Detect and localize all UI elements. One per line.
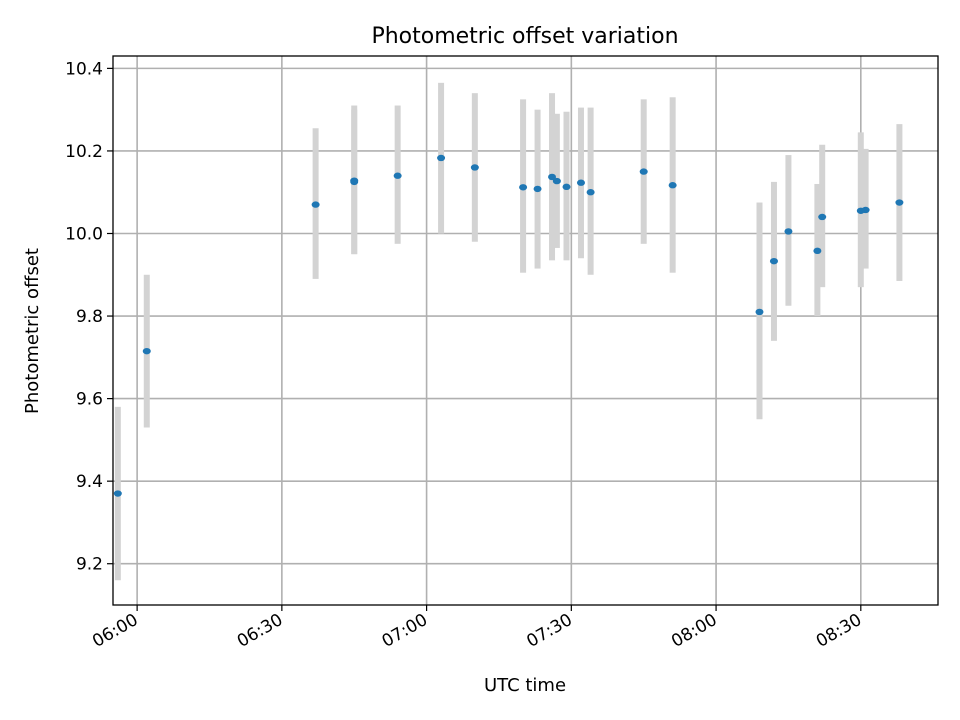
y-axis-label: Photometric offset — [22, 248, 43, 414]
data-point — [311, 201, 320, 208]
data-point — [813, 247, 822, 255]
data-point — [519, 184, 528, 191]
y-tick-label: 10.2 — [65, 142, 103, 162]
plot-frame — [112, 55, 939, 606]
data-point — [769, 257, 778, 265]
y-tick-label: 10.4 — [65, 59, 103, 79]
data-point — [755, 308, 764, 316]
data-point — [586, 189, 595, 196]
data-point — [562, 183, 571, 191]
data-point — [350, 177, 359, 184]
data-point — [437, 154, 446, 162]
data-point — [895, 199, 904, 206]
y-tick-label: 9.4 — [76, 472, 103, 492]
data-point — [113, 490, 122, 497]
data-point — [393, 172, 402, 179]
data-point — [639, 168, 648, 175]
data-point — [668, 182, 677, 189]
data-point — [142, 347, 151, 355]
data-point — [818, 213, 827, 221]
data-point — [576, 179, 585, 186]
x-axis-label: UTC time — [484, 675, 566, 696]
data-point — [552, 177, 561, 185]
y-tick-label: 9.2 — [76, 555, 103, 575]
data-point — [533, 185, 542, 193]
data-point — [470, 164, 479, 171]
y-tick-label: 9.8 — [76, 307, 103, 327]
data-point — [548, 173, 557, 181]
y-tick-label: 9.6 — [76, 390, 103, 410]
data-point — [861, 206, 870, 214]
point-layer — [113, 154, 904, 497]
y-tick-label: 10.0 — [65, 224, 103, 244]
data-point — [784, 228, 793, 235]
chart-title: Photometric offset variation — [371, 24, 678, 49]
